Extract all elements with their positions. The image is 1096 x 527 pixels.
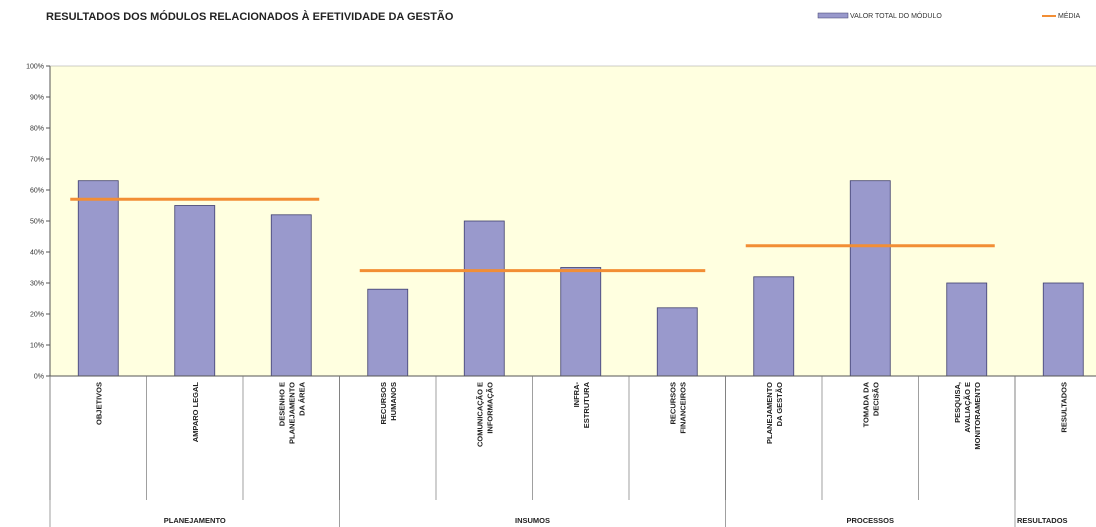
y-tick-label: 60%	[30, 188, 44, 195]
category-label-line: COMUNICAÇÃO E	[475, 382, 484, 447]
category-label-line: DA ÁREA	[297, 381, 306, 415]
y-tick-label: 90%	[30, 95, 44, 102]
category-label-line: MONITORAMENTO	[973, 382, 982, 450]
category-label: PESQUISA,AVALIAÇÃO EMONITORAMENTO	[953, 382, 982, 450]
legend-bar-swatch	[817, 12, 849, 19]
category-label: DESENHO EPLANEJAMENTODA ÁREA	[277, 381, 306, 444]
category-label: RESULTADOS	[1059, 382, 1068, 433]
group-label: PLANEJAMENTO	[164, 516, 226, 525]
y-tick-label: 50%	[30, 219, 44, 226]
category-label-line: HUMANOS	[389, 382, 398, 421]
bar	[560, 267, 602, 377]
chart-title: RESULTADOS DOS MÓDULOS RELACIONADOS À EF…	[46, 10, 454, 23]
bar	[77, 180, 119, 377]
group-averages	[70, 197, 995, 273]
y-tick-label: 70%	[30, 157, 44, 164]
category-label-line: AMPARO LEGAL	[191, 382, 200, 443]
x-axis: OBJETIVOS AMPARO LEGAL DESENHO EPLANEJAMEN…	[49, 375, 1096, 527]
category-label-line: FINANCEIROS	[678, 382, 687, 434]
category-label-line: PLANEJAMENTO	[765, 382, 774, 444]
category-label-line: DECISÃO	[871, 382, 880, 416]
category-label: PLANEJAMENTODA GESTÃO	[765, 382, 784, 444]
category-label-line: OBJETIVOS	[94, 382, 103, 425]
group-label: PROCESSOS	[846, 516, 894, 525]
category-label: RECURSOSFINANCEIROS	[668, 382, 687, 434]
group-label: INSUMOS	[515, 516, 550, 525]
category-label-line: TOMADA DA	[861, 381, 870, 427]
legend: VALOR TOTAL DO MÓDULO MÉDIA	[817, 11, 1081, 20]
category-label-line: AVALIAÇÃO E	[963, 382, 972, 433]
bar	[174, 205, 216, 377]
y-tick-label: 0%	[34, 374, 44, 381]
y-axis: 0% 10% 20% 30% 40% 50% 60% 70% 80% 90% 100%	[26, 64, 1096, 381]
category-label-line: INFRA-	[572, 382, 581, 408]
category-label: COMUNICAÇÃO EINFORMAÇÃO	[475, 382, 494, 447]
category-label-line: DA GESTÃO	[775, 382, 784, 426]
bar	[270, 214, 312, 377]
category-label-line: DESENHO E	[277, 382, 286, 426]
category-label-line: PLANEJAMENTO	[287, 382, 296, 444]
y-tick-label: 100%	[26, 64, 44, 71]
category-label-line: RECURSOS	[379, 382, 388, 425]
bar	[946, 282, 988, 377]
y-tick-label: 30%	[30, 281, 44, 288]
group-label: RESULTADOS	[1017, 516, 1068, 525]
y-tick-label: 20%	[30, 312, 44, 319]
bars	[77, 180, 1084, 377]
bar	[753, 276, 795, 377]
bar	[1042, 282, 1084, 377]
category-label: TOMADA DADECISÃO	[861, 381, 880, 427]
category-label-line: RECURSOS	[668, 382, 677, 425]
y-tick-label: 40%	[30, 250, 44, 257]
y-tick-label: 80%	[30, 126, 44, 133]
category-label: INFRA-ESTRUTURA	[572, 381, 591, 428]
category-label-line: RESULTADOS	[1059, 382, 1068, 433]
legend-bar-label: VALOR TOTAL DO MÓDULO	[850, 11, 942, 20]
bar	[656, 307, 698, 377]
category-label-line: PESQUISA,	[953, 382, 962, 423]
category-label-line: INFORMAÇÃO	[485, 382, 494, 434]
category-label: AMPARO LEGAL	[191, 382, 200, 443]
bar	[367, 288, 409, 377]
y-tick-label: 10%	[30, 343, 44, 350]
category-label-line: ESTRUTURA	[582, 381, 591, 428]
category-label: OBJETIVOS	[94, 382, 103, 425]
legend-line-label: MÉDIA	[1058, 11, 1081, 20]
bar	[849, 180, 891, 377]
bar	[463, 220, 505, 377]
category-label: RECURSOSHUMANOS	[379, 382, 398, 425]
